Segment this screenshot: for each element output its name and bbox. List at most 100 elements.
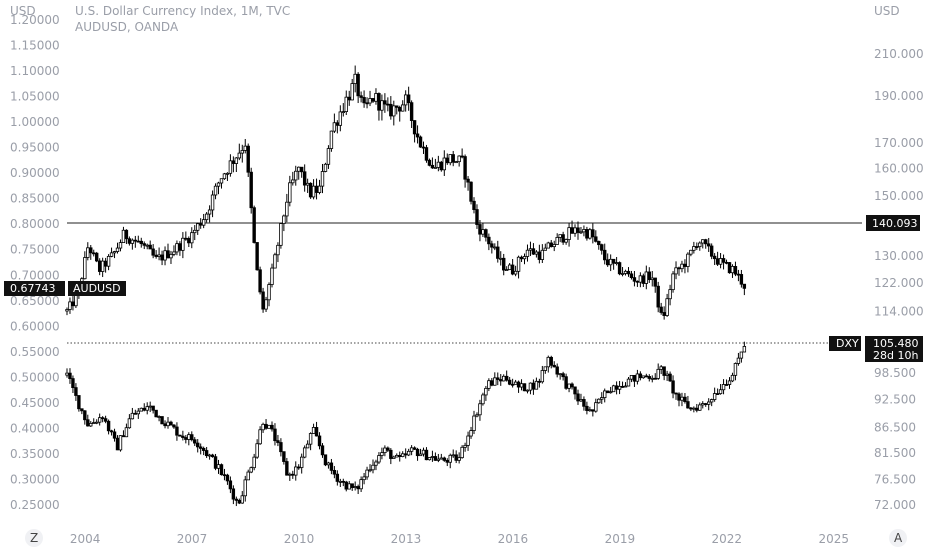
candle-body <box>288 182 292 203</box>
candle-body <box>196 223 200 231</box>
candle-body <box>496 246 500 259</box>
candle-body <box>436 458 441 461</box>
candle-body <box>276 244 280 256</box>
candle-body <box>638 373 643 379</box>
candle-body <box>398 106 402 112</box>
candle-body <box>623 270 628 274</box>
candle-body <box>733 266 738 275</box>
candle-body <box>436 161 441 168</box>
candle-body <box>121 435 126 438</box>
candle-body <box>198 446 203 449</box>
candle-body <box>469 430 473 437</box>
candle-body <box>267 284 271 301</box>
candle-body <box>635 373 640 382</box>
candle-body <box>513 270 518 275</box>
candle-body <box>246 145 250 173</box>
x-tick-label: 2019 <box>605 532 636 546</box>
right-tick-label: 122.000 <box>874 276 924 290</box>
candle-body <box>95 421 99 424</box>
right-tick-label: 150.000 <box>874 189 924 203</box>
candle-body <box>409 102 414 121</box>
candle-body <box>344 96 348 112</box>
candle-body <box>603 390 607 399</box>
candle-body <box>689 407 693 410</box>
candle-body <box>255 242 259 271</box>
candle-body <box>659 366 663 370</box>
candle-body <box>537 380 542 383</box>
candle-body <box>585 229 589 239</box>
candle-body <box>201 219 206 226</box>
candle-body <box>424 449 429 461</box>
candle-body <box>484 229 488 238</box>
candle-body <box>71 378 75 389</box>
candle-body <box>701 239 705 244</box>
candle-body <box>579 231 583 234</box>
candle-body <box>570 383 574 388</box>
candle-body <box>617 262 622 275</box>
candle-body <box>350 83 354 101</box>
candle-body <box>582 229 586 233</box>
candle-body <box>481 394 485 405</box>
zoom-corner-label: Z <box>30 531 38 545</box>
candle-body <box>216 182 221 187</box>
candle-body <box>71 301 75 307</box>
candle-body <box>258 269 262 293</box>
x-tick-label: 2004 <box>70 532 101 546</box>
candle-body <box>368 98 372 104</box>
candle-body <box>359 95 363 98</box>
candle-body <box>148 244 152 250</box>
candle-body <box>279 442 283 453</box>
candle-body <box>198 223 203 226</box>
candle-body <box>742 283 747 289</box>
candle-body <box>347 96 351 101</box>
candle-body <box>392 105 396 117</box>
candle-body <box>721 384 726 391</box>
candle-body <box>632 277 637 282</box>
candle-body <box>279 223 283 246</box>
candle-body <box>683 396 687 402</box>
candle-body <box>519 383 524 388</box>
candle-body <box>106 255 111 267</box>
candle-body <box>484 387 488 396</box>
candle-body <box>481 229 485 235</box>
candle-body <box>335 122 340 126</box>
candle-body <box>365 469 369 478</box>
candle-body <box>359 479 363 490</box>
auto-scale-label: A <box>894 531 903 545</box>
candle-body <box>74 387 78 396</box>
x-axis: 2004 2007 2010 2013 2016 2019 2022 2025 <box>70 532 849 546</box>
x-tick-label: 2013 <box>391 532 422 546</box>
candle-body <box>294 466 298 476</box>
candle-body <box>207 209 212 215</box>
candle-body <box>151 405 155 411</box>
candle-body <box>389 103 393 117</box>
candle-body <box>386 447 390 451</box>
candle-body <box>597 398 601 404</box>
candle-body <box>742 346 747 353</box>
candle-body <box>207 454 212 457</box>
candle-body <box>427 159 432 166</box>
candle-body <box>686 401 690 409</box>
candle-body <box>320 445 325 456</box>
candle-body <box>647 271 651 281</box>
candle-body <box>100 260 105 272</box>
candle-body <box>228 480 233 490</box>
right-tick-label: 190.000 <box>874 89 924 103</box>
auto-scale-button[interactable]: A <box>889 529 907 547</box>
candle-body <box>299 456 304 468</box>
candle-body <box>175 243 179 253</box>
candle-body <box>335 473 340 482</box>
candle-body <box>543 366 548 371</box>
candle-body <box>181 237 185 251</box>
candle-body <box>362 97 366 104</box>
candle-body <box>92 422 96 424</box>
candle-body <box>564 239 568 243</box>
zoom-corner-button[interactable]: Z <box>25 529 43 547</box>
candle-body <box>368 469 372 472</box>
candle-body <box>145 244 149 247</box>
left-tick-label: 1.15000 <box>10 39 60 53</box>
candle-body <box>89 423 93 427</box>
candle-body <box>130 412 135 420</box>
right-tick-label: 81.500 <box>874 446 916 460</box>
